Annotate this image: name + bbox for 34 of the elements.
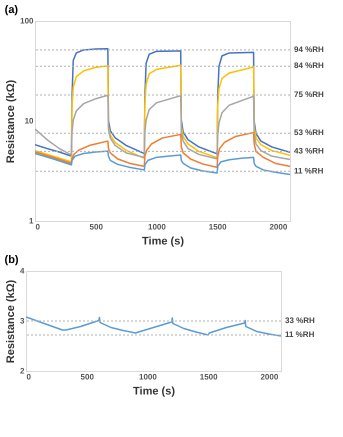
line-series <box>35 150 290 176</box>
x-tick-label: 2000 <box>269 222 288 232</box>
x-tick-label: 0 <box>36 222 40 232</box>
y-tick-label: 100 <box>20 16 34 26</box>
ref-line-label: 11 %RH <box>294 166 324 176</box>
ref-line-label: 75 %RH <box>294 90 324 99</box>
y-tick-label: 2 <box>20 366 26 376</box>
ref-line-label: 43 %RH <box>294 146 324 156</box>
y-tick-label: 10 <box>24 116 34 126</box>
chart-title: (b) <box>4 254 19 266</box>
line-series <box>26 316 281 337</box>
ref-line-label: 84 %RH <box>294 61 324 70</box>
y-tick-label: 1 <box>29 216 34 226</box>
y-axis-title: Resistance (kΩ) <box>5 279 18 364</box>
x-tick-label: 1000 <box>139 372 158 382</box>
ref-line-label: 33 %RH <box>285 316 316 325</box>
line-series <box>35 94 290 160</box>
x-tick-label: 1500 <box>200 372 218 382</box>
x-tick-label: 1500 <box>208 222 228 232</box>
x-tick-label: 0 <box>26 372 32 382</box>
y-tick-label: 3 <box>20 316 26 326</box>
x-axis-title: Time (s) <box>133 386 176 398</box>
ref-line-label: 53 %RH <box>294 128 324 138</box>
chart-title: (a) <box>4 4 18 16</box>
ref-line-label: 94 %RH <box>294 44 324 54</box>
line-series <box>35 132 290 168</box>
x-tick-label: 1000 <box>148 222 166 232</box>
y-tick-label: 4 <box>20 266 26 276</box>
x-tick-label: 500 <box>80 372 94 382</box>
x-tick-label: 2000 <box>260 372 279 382</box>
x-tick-label: 500 <box>90 222 104 232</box>
y-axis-title: Resistance (kΩ) <box>5 79 18 164</box>
x-axis-title: Time (s) <box>142 236 184 248</box>
ref-line-label: 11 %RH <box>285 330 315 339</box>
